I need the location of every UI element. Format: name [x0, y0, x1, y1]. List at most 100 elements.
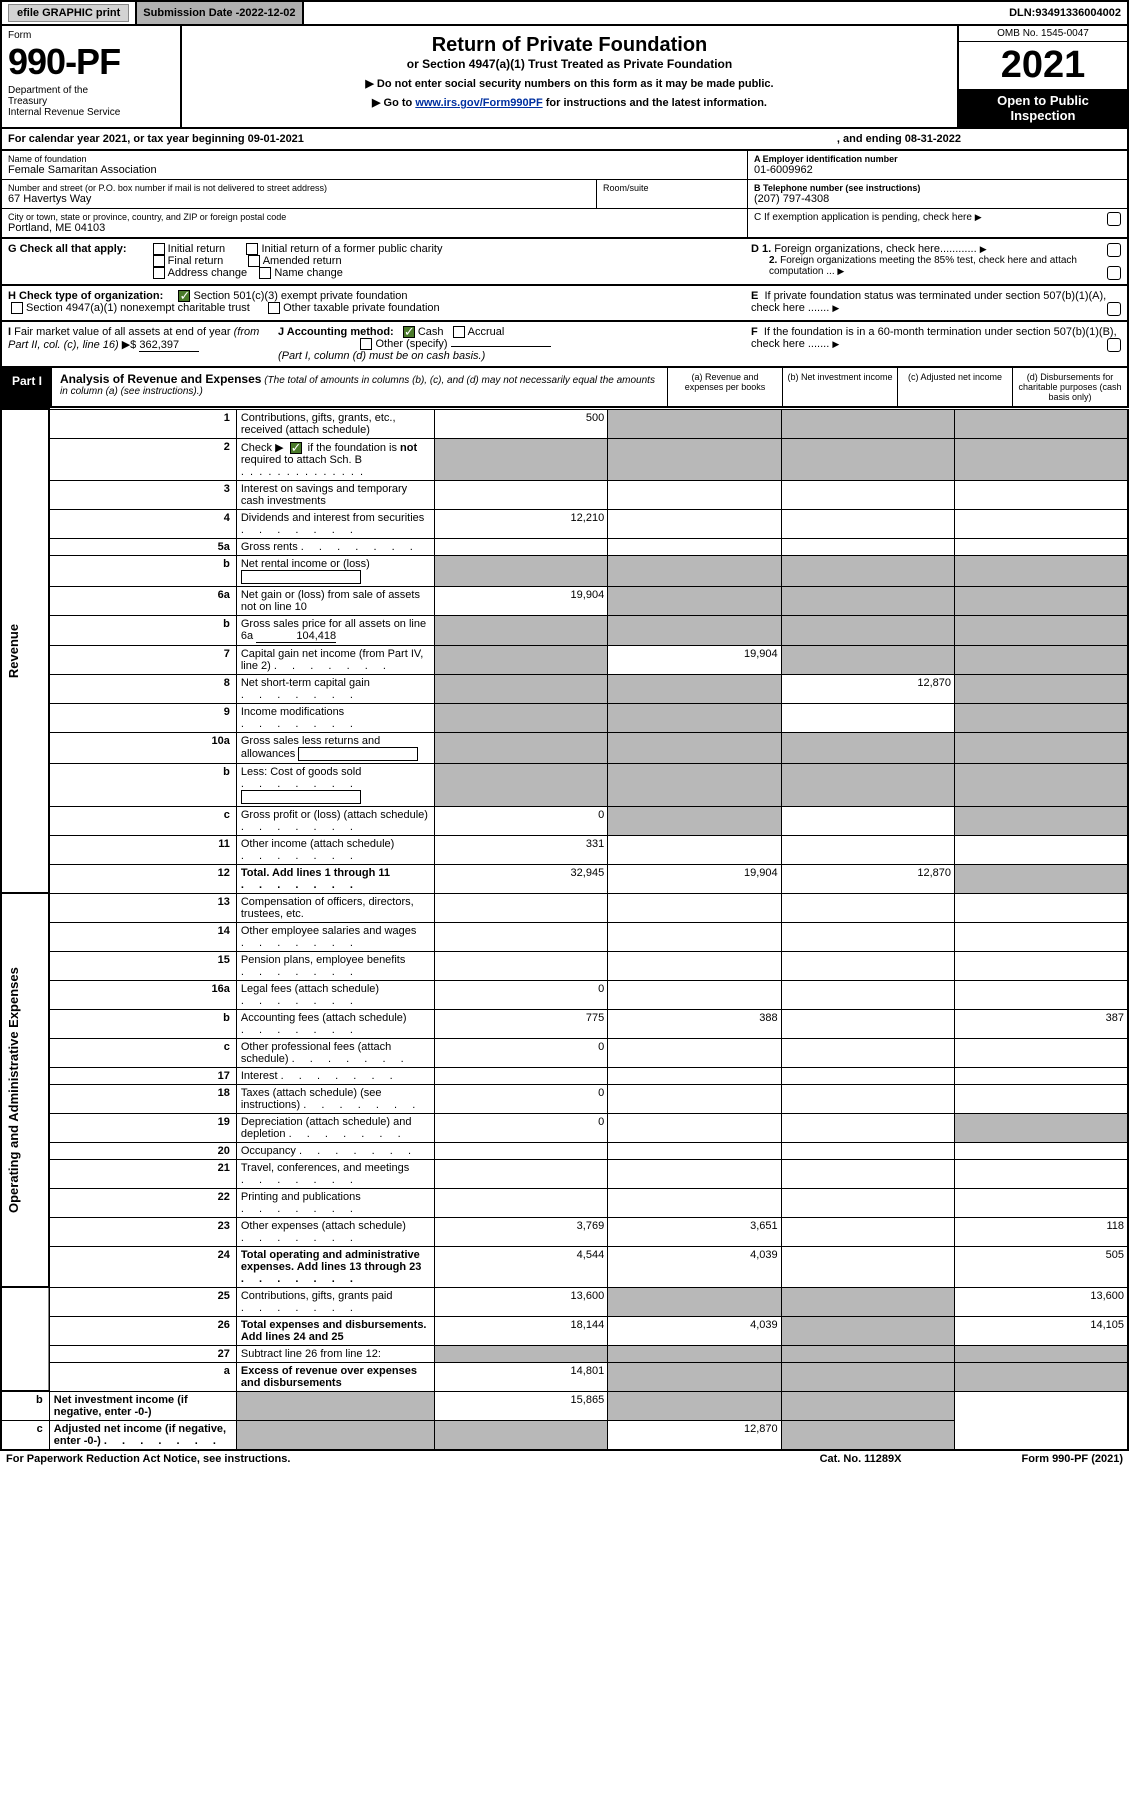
amount-cell: [955, 480, 1128, 509]
amount-cell: [781, 732, 954, 763]
part-1-table: Revenue1Contributions, gifts, grants, et…: [0, 408, 1129, 1451]
amount-cell: [236, 1420, 434, 1450]
amount-cell: [781, 951, 954, 980]
amount-cell: [781, 1188, 954, 1217]
checkbox-name-change[interactable]: [259, 267, 271, 279]
amount-cell: [781, 1009, 954, 1038]
checkbox-501c3[interactable]: [178, 290, 190, 302]
amount-cell: [781, 1067, 954, 1084]
checkbox-e[interactable]: [1107, 302, 1121, 316]
table-row: Revenue1Contributions, gifts, grants, et…: [1, 409, 1128, 438]
form-number: 990-PF: [8, 41, 174, 83]
amount-cell: [955, 1084, 1128, 1113]
amount-cell: [608, 1287, 781, 1316]
amount-cell: 13,600: [955, 1287, 1128, 1316]
amount-cell: [781, 1362, 954, 1391]
amount-cell: [434, 1345, 607, 1362]
amount-cell: [434, 1067, 607, 1084]
submission-date-cell: Submission Date - 2022-12-02: [137, 2, 303, 24]
h-label: H Check type of organization:: [8, 290, 163, 302]
amount-cell: [781, 922, 954, 951]
checkbox-other-method[interactable]: [360, 338, 372, 350]
line-description: Net gain or (loss) from sale of assets n…: [236, 586, 434, 615]
amount-cell: [608, 1067, 781, 1084]
amount-cell: [955, 1113, 1128, 1142]
checkbox-4947a1[interactable]: [11, 302, 23, 314]
amount-cell: [781, 538, 954, 555]
table-row: 7Capital gain net income (from Part IV, …: [1, 645, 1128, 674]
irs-link[interactable]: www.irs.gov/Form990PF: [415, 97, 542, 109]
line-number: b: [49, 555, 236, 586]
line-description: Net rental income or (loss): [236, 555, 434, 586]
amount-cell: 14,801: [434, 1362, 607, 1391]
checkbox-accrual[interactable]: [453, 326, 465, 338]
amount-cell: [955, 1159, 1128, 1188]
amount-cell: [781, 555, 954, 586]
tax-year: 2021: [959, 42, 1127, 89]
checkbox-d1[interactable]: [1107, 243, 1121, 257]
catalog-number: Cat. No. 11289X: [820, 1453, 902, 1465]
amount-cell: [434, 555, 607, 586]
efile-print-button[interactable]: efile GRAPHIC print: [8, 4, 129, 22]
amount-cell: [608, 980, 781, 1009]
checkbox-other-taxable[interactable]: [268, 302, 280, 314]
checkbox-cash[interactable]: [403, 326, 415, 338]
table-row: 4Dividends and interest from securities …: [1, 509, 1128, 538]
amount-cell: [608, 538, 781, 555]
section-i: I Fair market value of all assets at end…: [0, 322, 1129, 368]
amount-cell: [608, 509, 781, 538]
checkbox-address-change[interactable]: [153, 267, 165, 279]
table-row: 11Other income (attach schedule) . . . .…: [1, 835, 1128, 864]
amount-cell: [434, 732, 607, 763]
line-description: Total operating and administrative expen…: [236, 1246, 434, 1287]
amount-cell: [608, 1084, 781, 1113]
open-to-public: Open to Public Inspection: [959, 89, 1127, 127]
table-row: bLess: Cost of goods sold . . . . . . .: [1, 763, 1128, 806]
arrow-icon: [837, 266, 846, 277]
line-number: 26: [49, 1316, 236, 1345]
table-row: bNet rental income or (loss): [1, 555, 1128, 586]
amount-cell: [608, 922, 781, 951]
checkbox-f[interactable]: [1107, 338, 1121, 352]
checkbox-amended[interactable]: [248, 255, 260, 267]
amount-cell: [608, 1113, 781, 1142]
line-description: Taxes (attach schedule) (see instruction…: [236, 1084, 434, 1113]
amount-cell: [955, 615, 1128, 645]
amount-cell: 3,769: [434, 1217, 607, 1246]
checkbox-d2[interactable]: [1107, 266, 1121, 280]
amount-cell: [608, 1345, 781, 1362]
col-a-header: (a) Revenue and expenses per books: [667, 368, 782, 406]
col-c-header: (c) Adjusted net income: [897, 368, 1012, 406]
section-g: G Check all that apply: Initial return I…: [0, 239, 1129, 286]
table-row: cAdjusted net income (if negative, enter…: [1, 1420, 1128, 1450]
telephone: (207) 797-4308: [754, 193, 1121, 205]
amount-cell: [781, 509, 954, 538]
amount-cell: [608, 480, 781, 509]
line-number: 14: [49, 922, 236, 951]
line-description: Total expenses and disbursements. Add li…: [236, 1316, 434, 1345]
line-description: Check ▶ if the foundation is not require…: [236, 438, 434, 480]
amount-cell: 4,544: [434, 1246, 607, 1287]
arrow-icon: [980, 243, 989, 255]
arrow-icon: [832, 338, 841, 350]
checkbox-final-return[interactable]: [153, 255, 165, 267]
amount-cell: [434, 645, 607, 674]
line-number: 21: [49, 1159, 236, 1188]
j-label: J Accounting method:: [278, 326, 394, 338]
amount-cell: [236, 1391, 434, 1420]
header-center: Return of Private Foundation or Section …: [182, 26, 957, 127]
checkbox-initial-former[interactable]: [246, 243, 258, 255]
amount-cell: [781, 438, 954, 480]
amount-cell: [955, 538, 1128, 555]
room-suite-cell: Room/suite: [597, 180, 747, 209]
checkbox-initial-return[interactable]: [153, 243, 165, 255]
checkbox-c[interactable]: [1107, 212, 1121, 226]
amount-cell: 19,904: [434, 586, 607, 615]
amount-cell: 388: [608, 1009, 781, 1038]
amount-cell: 4,039: [608, 1246, 781, 1287]
line-description: Interest on savings and temporary cash i…: [236, 480, 434, 509]
amount-cell: [955, 732, 1128, 763]
calyear-end: , and ending 08-31-2022: [837, 133, 961, 145]
amount-cell: [955, 864, 1128, 893]
instruction-1: ▶ Do not enter social security numbers o…: [192, 77, 947, 90]
